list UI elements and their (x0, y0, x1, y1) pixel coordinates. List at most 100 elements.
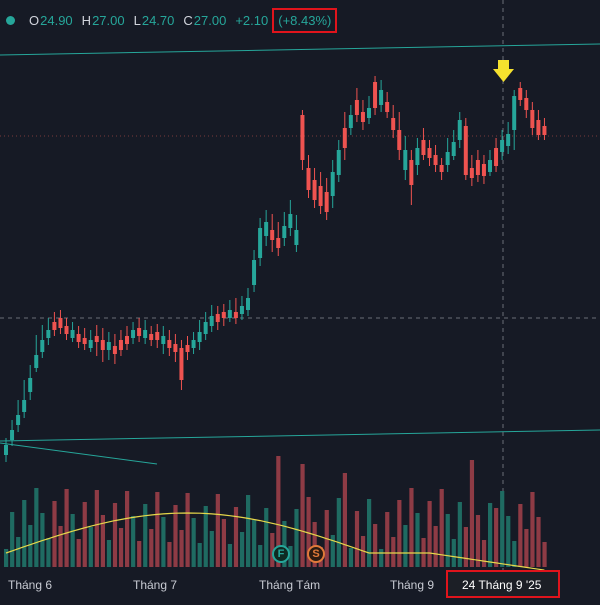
volume-bar (76, 539, 81, 567)
volume-bar (161, 517, 166, 567)
volume-bar (336, 498, 341, 567)
volume-bar (506, 516, 511, 567)
volume-bar (52, 501, 57, 567)
volume-bar (239, 532, 245, 567)
volume-bar (118, 528, 124, 567)
low-value: 24.70 (141, 12, 175, 28)
candle-body (149, 334, 154, 340)
volume-bar (143, 504, 148, 567)
volume-bar (58, 526, 63, 567)
ohlc-legend: O 24.90 H 27.00 L 24.70 C 27.00 +2.10 (+8.43… (0, 6, 338, 34)
candle-body (403, 150, 408, 170)
candle-body (155, 332, 160, 340)
candle-body (137, 328, 142, 336)
volume-bar (530, 492, 535, 567)
volume-bar (155, 492, 160, 567)
volume-bar (300, 464, 305, 567)
high-label: H (81, 12, 92, 28)
volume-bar (312, 522, 317, 567)
candle-body (173, 344, 178, 352)
candle-body (457, 120, 462, 140)
candle-body (197, 332, 202, 342)
candle-body (4, 445, 8, 455)
volume-bar (131, 516, 136, 567)
volume-bar (276, 456, 281, 567)
volume-bar (391, 537, 396, 567)
candle-body (445, 152, 450, 165)
candle-body (82, 338, 87, 344)
volume-bar (451, 539, 456, 567)
volume-bar (397, 500, 402, 567)
candle-body (100, 340, 105, 350)
volume-bar (373, 524, 378, 567)
candle-body (28, 378, 33, 392)
candle-body (209, 316, 214, 326)
candle-body (191, 340, 196, 348)
candle-body (512, 96, 517, 130)
candle-body (112, 346, 117, 354)
candle-body (131, 330, 136, 338)
candle-body (518, 88, 523, 100)
candle-body (415, 148, 420, 165)
x-tick-label: Tháng 7 (133, 578, 178, 592)
volume-bar (512, 541, 517, 567)
volume-bar (28, 525, 33, 567)
volume-bar (409, 488, 414, 567)
candle-body (385, 102, 390, 112)
candle-body (118, 340, 123, 350)
volume-bar (500, 491, 505, 567)
volume-bar (252, 520, 257, 567)
candle-body (342, 128, 347, 148)
volume-bar (481, 540, 487, 567)
open-value: 24.90 (40, 12, 73, 28)
candle-body (64, 326, 69, 334)
volume-bar (439, 489, 444, 567)
volume-bar (16, 537, 21, 567)
event-marker-s[interactable]: S (307, 545, 325, 563)
candle-body (270, 230, 275, 240)
candle-body (300, 115, 305, 160)
volume-bar (294, 509, 299, 567)
candle-body (203, 322, 208, 334)
candle-body (143, 330, 148, 338)
volume-bar (494, 508, 499, 567)
volume-bar (46, 538, 51, 567)
candle-body (34, 355, 39, 368)
volume-bar (173, 505, 178, 567)
high-value: 27.00 (92, 12, 125, 28)
x-tick-label: Tháng Tám (259, 578, 321, 592)
volume-bar (433, 526, 438, 567)
candle-body (185, 345, 190, 352)
volume-bar (524, 529, 529, 567)
volume-bar (88, 527, 93, 567)
change-value: +2.10 (235, 12, 269, 28)
candle-body (16, 415, 21, 425)
volume-bar (203, 506, 208, 567)
candle-body (246, 298, 250, 310)
x-tick-label: Tháng 6 (8, 578, 53, 592)
event-marker-f[interactable]: F (272, 545, 290, 563)
candle-body (481, 164, 486, 176)
volume-bar (367, 499, 372, 567)
candle-body (306, 168, 311, 190)
candle-body (227, 310, 232, 318)
candle-body (125, 336, 129, 344)
volume-bar (185, 493, 190, 567)
volume-bar (258, 545, 263, 567)
volume-bar (112, 503, 118, 567)
candle-body (239, 306, 244, 314)
candle-body (70, 330, 75, 338)
candle-body (409, 160, 414, 185)
candle-body (348, 115, 353, 128)
candle-body (421, 140, 426, 155)
volume-bar (488, 503, 493, 567)
candle-body (542, 126, 547, 135)
volume-bar (463, 527, 468, 567)
volume-bar (330, 535, 335, 567)
volume-bar (106, 540, 112, 567)
volume-bar (191, 518, 196, 567)
volume-bar (149, 529, 154, 567)
series-status-icon (6, 15, 15, 25)
